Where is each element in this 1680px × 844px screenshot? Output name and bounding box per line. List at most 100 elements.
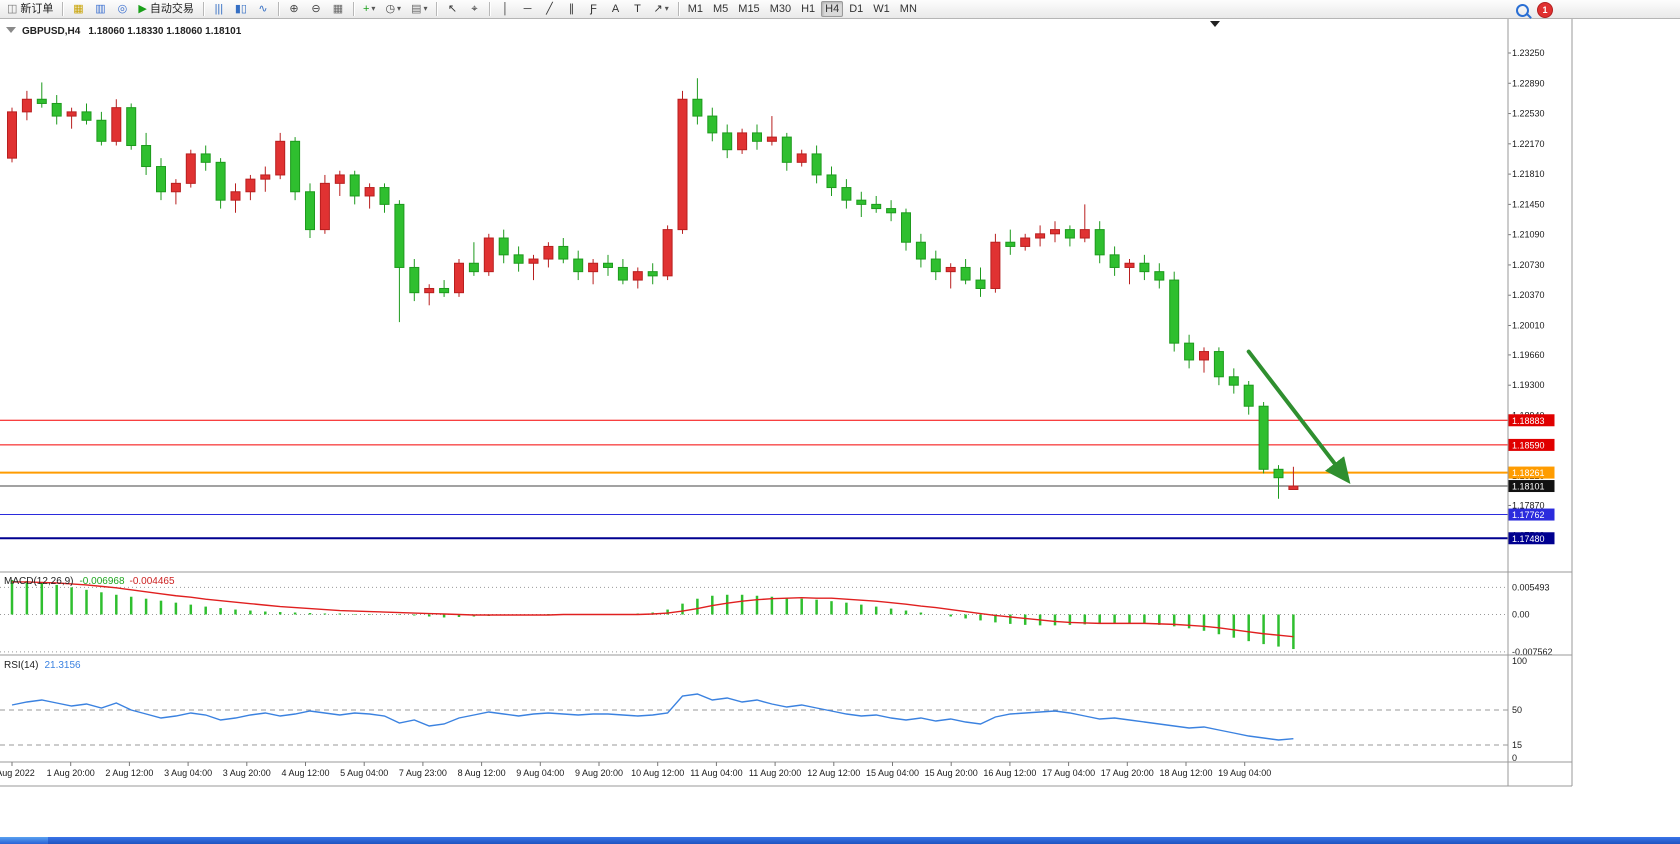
candle — [588, 259, 599, 285]
zoom-out-button[interactable]: ⊖ — [306, 1, 326, 17]
candle — [141, 132, 152, 175]
timeframe-h4-button[interactable]: H4 — [821, 1, 844, 17]
candle — [1199, 347, 1209, 373]
candle — [632, 267, 643, 289]
candle — [513, 246, 524, 272]
trend-arrow-annotation[interactable] — [1246, 349, 1351, 485]
vertical-line-button[interactable]: │ — [495, 1, 515, 17]
svg-text:4 Aug 12:00: 4 Aug 12:00 — [281, 768, 329, 778]
timeframe-d1-button[interactable]: D1 — [845, 1, 867, 17]
charts-icon-button[interactable]: ▦ — [68, 1, 88, 17]
timeframe-m1-button[interactable]: M1 — [684, 1, 707, 17]
svg-text:1.22170: 1.22170 — [1512, 139, 1545, 149]
candle — [185, 149, 196, 188]
horizontal-line-button[interactable]: ─ — [517, 1, 537, 17]
candle — [170, 179, 181, 205]
chart-shift-marker[interactable] — [1210, 21, 1220, 27]
candle — [275, 132, 286, 180]
svg-text:17 Aug 04:00: 17 Aug 04:00 — [1042, 768, 1095, 778]
timeframe-m15-button[interactable]: M15 — [734, 1, 763, 17]
candle — [1273, 465, 1284, 499]
crosshair-button[interactable]: ⌖ — [464, 1, 484, 17]
timeframe-m5-button[interactable]: M5 — [709, 1, 732, 17]
candle — [1020, 233, 1031, 251]
candle — [1213, 347, 1224, 386]
chevron-down-icon: ▾ — [397, 4, 402, 13]
text-label-icon: T — [634, 3, 641, 15]
svg-text:1.17480: 1.17480 — [1512, 534, 1545, 544]
candle — [662, 225, 673, 281]
rsi-pane: 100 50 15 0 — [0, 656, 1527, 763]
taskbar[interactable] — [0, 837, 1680, 844]
candle — [766, 116, 777, 146]
new-order-button[interactable]: ◫ 新订单 — [3, 1, 57, 17]
candle — [66, 107, 77, 129]
toolbar-buttons: ◫ 新订单 ▦ ▥ ◎ ▶ 自动交易 ||| ▮▯ ∿ ⊕ ⊖ ▦ + ▾ ◷ ▾ ▤ ▾ ↖ ⌖ │ ─ ╱ ∥ Ƒ A T ↗ ▾ M1… — [2, 0, 922, 18]
bar-chart-button[interactable]: ||| — [209, 1, 229, 17]
toolbar-separator — [277, 2, 279, 16]
timeframe-mn-button[interactable]: MN — [896, 1, 921, 17]
grid-button[interactable]: ▦ — [328, 1, 348, 17]
candle — [379, 183, 390, 213]
candle — [7, 107, 17, 163]
fibonacci-button[interactable]: Ƒ — [583, 1, 603, 17]
candle — [36, 82, 47, 108]
cursor-button[interactable]: ↖ — [442, 1, 462, 17]
svg-text:3 Aug 20:00: 3 Aug 20:00 — [223, 768, 271, 778]
arrows-button[interactable]: ↗ ▾ — [649, 1, 672, 17]
text-label-button[interactable]: T — [627, 1, 647, 17]
svg-text:1 Aug 20:00: 1 Aug 20:00 — [47, 768, 95, 778]
notification-badge[interactable]: 1 — [1537, 2, 1553, 18]
autotrading-icon: ▶ — [138, 3, 147, 15]
candle — [21, 90, 32, 121]
toolbar-separator — [436, 2, 438, 16]
candle — [528, 254, 539, 281]
svg-text:1.18590: 1.18590 — [1512, 440, 1545, 450]
timeframe-m30-button[interactable]: M30 — [766, 1, 795, 17]
candle — [1064, 225, 1075, 247]
text-button[interactable]: A — [605, 1, 625, 17]
candle — [543, 242, 554, 268]
svg-text:1.20730: 1.20730 — [1512, 260, 1545, 270]
macd-pane: 0.005493 0.00 -0.007562 — [0, 579, 1553, 657]
navigator-icon: ◎ — [117, 3, 128, 15]
price-axis: 1.23250 1.22890 1.22530 1.22170 1.21810 1.214… — [1508, 48, 1545, 541]
market-watch-button[interactable]: ▥ — [90, 1, 110, 17]
chart-title: GBPUSD,H4 1.18060 1.18330 1.18060 1.18101 — [22, 26, 242, 37]
trendline-button[interactable]: ╱ — [539, 1, 559, 17]
line-chart-icon: ∿ — [258, 3, 268, 15]
svg-text:0.005493: 0.005493 — [1512, 582, 1550, 592]
candle — [319, 174, 330, 234]
cursor-icon: ↖ — [447, 3, 458, 15]
autotrading-button-label: 自动交易 — [149, 3, 194, 15]
indicators-button[interactable]: + ▾ — [359, 1, 379, 17]
channel-button[interactable]: ∥ — [561, 1, 581, 17]
autotrading-button[interactable]: ▶ 自动交易 — [134, 1, 197, 17]
svg-text:15 Aug 04:00: 15 Aug 04:00 — [866, 768, 919, 778]
navigator-button[interactable]: ◎ — [112, 1, 132, 17]
candle — [424, 284, 435, 306]
arrows-icon: ↗ — [653, 3, 663, 15]
timeframe-h1-button[interactable]: H1 — [797, 1, 819, 17]
search-icon[interactable] — [1516, 3, 1529, 17]
candle — [707, 107, 718, 142]
candle — [915, 233, 926, 268]
one-click-trading-toggle[interactable] — [6, 27, 16, 33]
toolbar-overlay: 1 — [1516, 2, 1553, 18]
line-chart-button[interactable]: ∿ — [253, 1, 273, 17]
new-order-icon: ◫ — [7, 3, 18, 15]
svg-text:15: 15 — [1512, 740, 1522, 750]
chevron-down-icon: ▾ — [423, 4, 428, 13]
zoom-in-button[interactable]: ⊕ — [284, 1, 304, 17]
candlestick-chart-button[interactable]: ▮▯ — [231, 1, 251, 17]
taskbar-start-segment[interactable] — [0, 837, 48, 844]
candle — [647, 263, 658, 285]
candle — [394, 200, 405, 323]
grid-icon: ▦ — [332, 3, 344, 15]
templates-button[interactable]: ▤ ▾ — [407, 1, 431, 17]
periods-button[interactable]: ◷ ▾ — [381, 1, 405, 17]
svg-text:19 Aug 04:00: 19 Aug 04:00 — [1218, 768, 1271, 778]
pane-separators — [0, 19, 1573, 787]
timeframe-w1-button[interactable]: W1 — [869, 1, 894, 17]
